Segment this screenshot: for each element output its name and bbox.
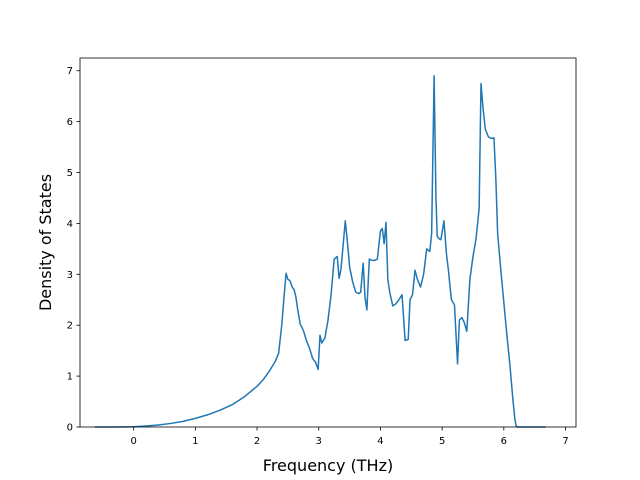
x-tick-label: 0 bbox=[130, 436, 136, 447]
x-tick-label: 6 bbox=[501, 436, 507, 447]
x-tick-label: 1 bbox=[192, 436, 198, 447]
x-tick-label: 5 bbox=[439, 436, 445, 447]
dos-series-line bbox=[94, 75, 546, 428]
y-tick-label: 3 bbox=[67, 270, 73, 281]
y-tick-label: 1 bbox=[67, 372, 73, 383]
x-tick-label: 7 bbox=[562, 436, 568, 447]
x-axis-ticks: 0 1 2 3 4 5 6 7 bbox=[130, 427, 569, 447]
x-axis-label: Frequency (THz) bbox=[263, 456, 393, 475]
y-axis-ticks: 0 1 2 3 4 5 6 7 bbox=[67, 66, 80, 434]
y-tick-label: 7 bbox=[67, 66, 73, 77]
y-tick-label: 6 bbox=[67, 117, 73, 128]
y-tick-label: 0 bbox=[67, 423, 73, 434]
y-tick-label: 5 bbox=[67, 168, 73, 179]
y-tick-label: 4 bbox=[67, 219, 73, 230]
x-tick-label: 2 bbox=[254, 436, 260, 447]
axes-frame bbox=[79, 57, 577, 428]
x-tick-label: 3 bbox=[316, 436, 322, 447]
y-axis-label: Density of States bbox=[36, 174, 55, 311]
y-tick-label: 2 bbox=[67, 321, 73, 332]
plot-area bbox=[94, 75, 546, 428]
x-tick-label: 4 bbox=[377, 436, 383, 447]
